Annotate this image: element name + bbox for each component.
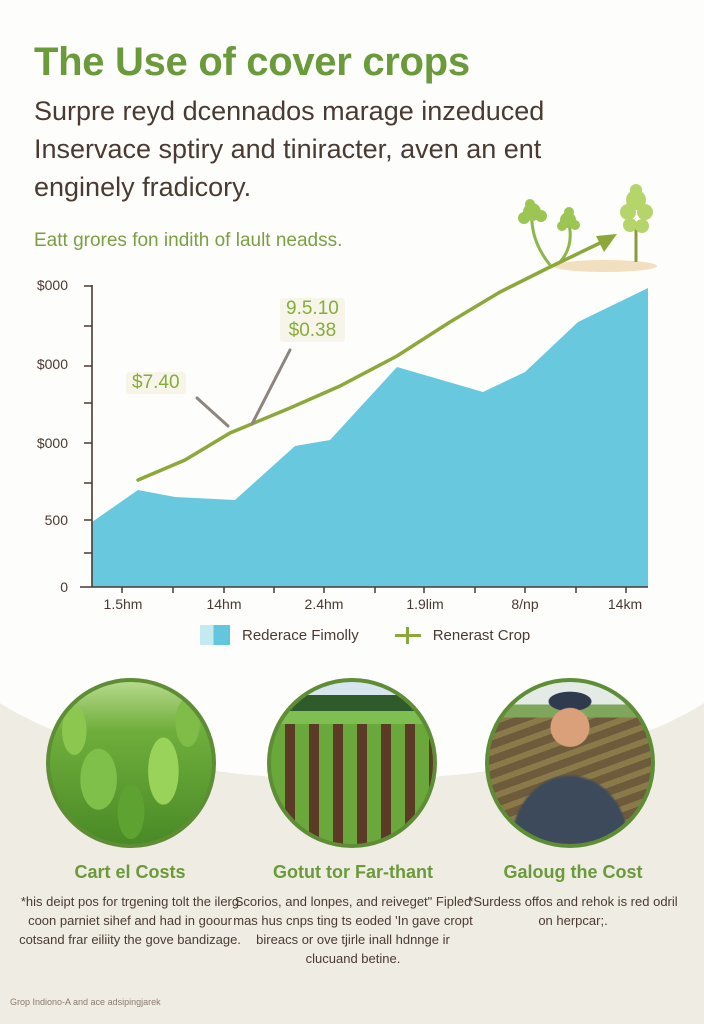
x-tick-label: 2.4hm (304, 596, 344, 612)
x-tick-label: 8/np (511, 596, 539, 612)
card-title-3: Galoug the Cost (503, 862, 643, 882)
trend-arrow-head-icon (596, 234, 617, 252)
x-tick-label: 14hm (206, 596, 242, 612)
photo-farmer (485, 678, 655, 848)
callout-label-1: $7.40 (126, 372, 186, 394)
area-swatch-icon (200, 625, 230, 645)
plant-growth-icon (518, 184, 657, 272)
photo-leafy-crop (46, 678, 216, 848)
x-tick-label: 1.5hm (103, 596, 143, 612)
y-tick-label: 500 (44, 512, 68, 528)
card-text-3: *Surdess offos and rehok is red odril on… (468, 894, 678, 928)
legend-label-area: Rederace Fimolly (242, 626, 359, 644)
y-tick-label: $000 (36, 277, 68, 293)
chart-subtitle: Eatt grores fon indith of lault neadss. (34, 230, 343, 251)
line-swatch-icon (394, 626, 421, 644)
callout-label-2: 9.5.10 $0.38 (280, 298, 345, 342)
callout-2-line-2: $0.38 (288, 320, 337, 341)
card-title-2: Gotut tor Far-thant (273, 862, 433, 882)
photo-crop-rows (267, 678, 437, 848)
x-tick-label: 14km (607, 596, 643, 612)
page-title: The Use of cover crops (34, 40, 470, 84)
intro-paragraph: Surpre reyd dcennados marage inzeduced I… (34, 96, 545, 202)
area-series-rederace-fimolly (92, 288, 648, 587)
y-tick-label: $000 (36, 435, 68, 451)
y-tick-label: $000 (36, 356, 68, 372)
callout-2-line-1: 9.5.10 (286, 298, 339, 319)
y-tick-label: 0 (60, 579, 68, 595)
legend-label-line: Renerast Crop (432, 626, 531, 644)
footer-note: Grop Indiono-A and ace adsipingjarek (10, 997, 161, 1007)
area-chart (80, 184, 657, 593)
card-title-1: Cart el Costs (74, 862, 186, 882)
chart-legend: Rederace Fimolly Renerast Crop (200, 625, 530, 645)
card-text-1: *his deipt pos for trgening tolt the ile… (19, 894, 241, 947)
card-text-2: Scorios, and lonpes, and reiveget" Fiple… (233, 894, 473, 966)
x-tick-label: 1.9lim (406, 596, 444, 612)
line-series-renerast-crop (136, 241, 602, 482)
